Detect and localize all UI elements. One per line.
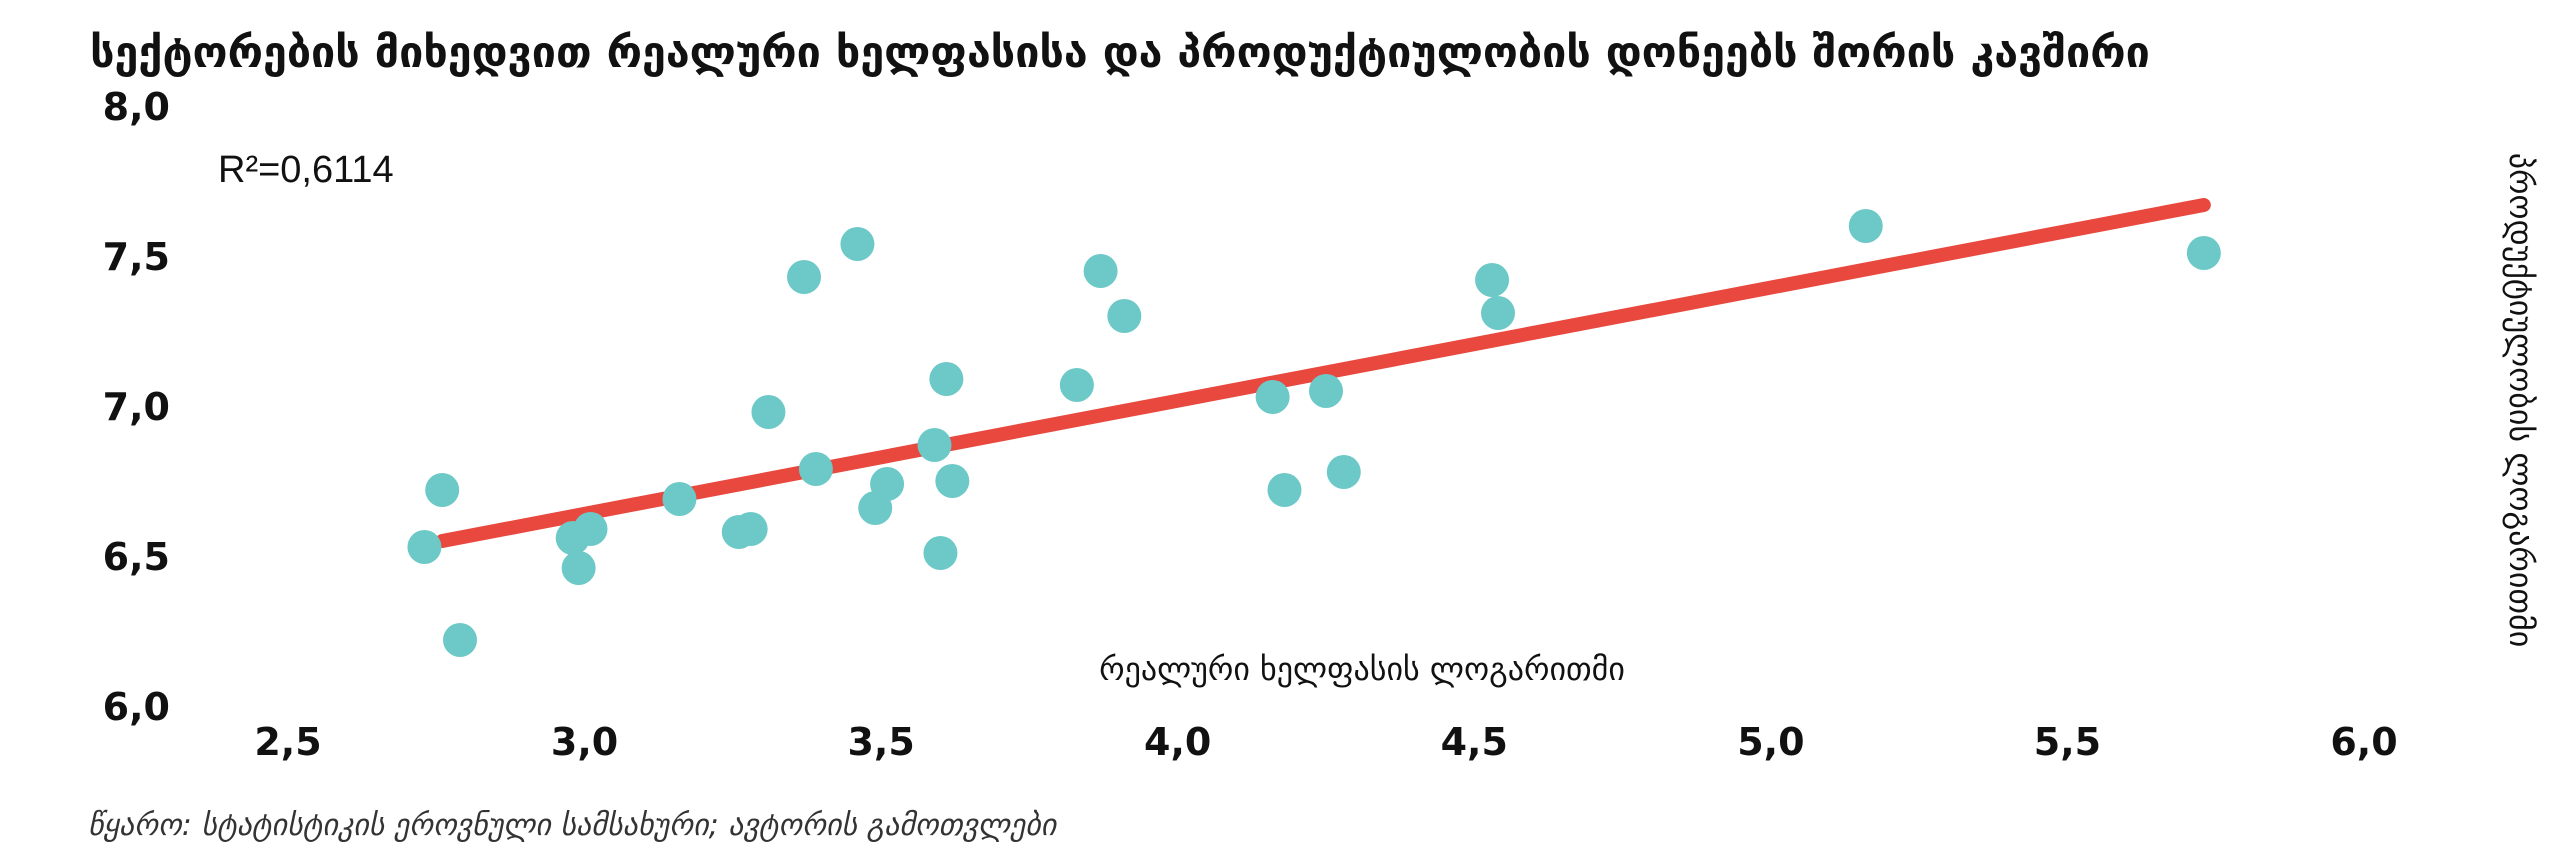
chart-title: სექტორების მიხედვით რეალური ხელფასისა და… [90,28,2150,78]
data-point [929,362,964,396]
data-point [1309,374,1343,408]
data-point [1475,263,1510,297]
x-tick-label: 2,5 [254,720,321,764]
trend-line [435,198,2211,548]
x-tick-label: 6,0 [2330,720,2397,764]
y-tick-label: 7,5 [103,235,170,279]
x-axis-label: რეალური ხელფასის ლოგარითმი [1099,650,1625,688]
data-point [935,464,970,498]
x-tick-label: 5,0 [1737,720,1804,764]
x-axis-ticks: 2,5 3,0 3,5 4,0 4,5 5,0 5,5 6,0 [254,720,2397,764]
data-point [573,512,608,546]
data-point [840,227,875,261]
data-point [407,530,442,564]
data-points [407,209,2221,657]
data-point [662,482,697,516]
data-point [1083,254,1118,288]
y-tick-label: 6,0 [103,685,170,729]
data-point [1326,455,1361,489]
data-point [561,551,596,585]
r-squared-annotation: R²=0,6114 [218,149,394,191]
y-tick-label: 6,5 [103,535,170,579]
data-point [1059,368,1094,402]
data-point [1255,380,1290,414]
data-point [798,452,833,486]
x-tick-label: 4,5 [1441,720,1508,764]
x-tick-label: 3,0 [551,720,618,764]
y-axis-ticks: 6,0 6,5 7,0 7,5 8,0 [103,85,170,729]
data-point [1267,473,1302,507]
data-point [1107,299,1142,333]
data-point [733,512,768,546]
data-point [923,536,958,570]
data-point [1848,209,1883,243]
data-point [443,623,478,657]
data-point [751,395,786,429]
data-point [870,467,905,501]
x-tick-label: 4,0 [1144,720,1211,764]
source-note: წყარო: სტატისტიკის ეროვნული სამსახური; ა… [88,808,1057,843]
data-point [2186,236,2221,270]
data-point [425,473,460,507]
x-tick-label: 5,5 [2034,720,2101,764]
data-point [1481,296,1516,330]
data-point [787,260,822,294]
data-point [917,428,952,462]
x-tick-label: 3,5 [847,720,914,764]
y-tick-label: 8,0 [103,85,170,129]
y-tick-label: 7,0 [103,385,170,429]
y-axis-label: პროდუქტიულობის ლოგარითმი [2502,153,2540,648]
